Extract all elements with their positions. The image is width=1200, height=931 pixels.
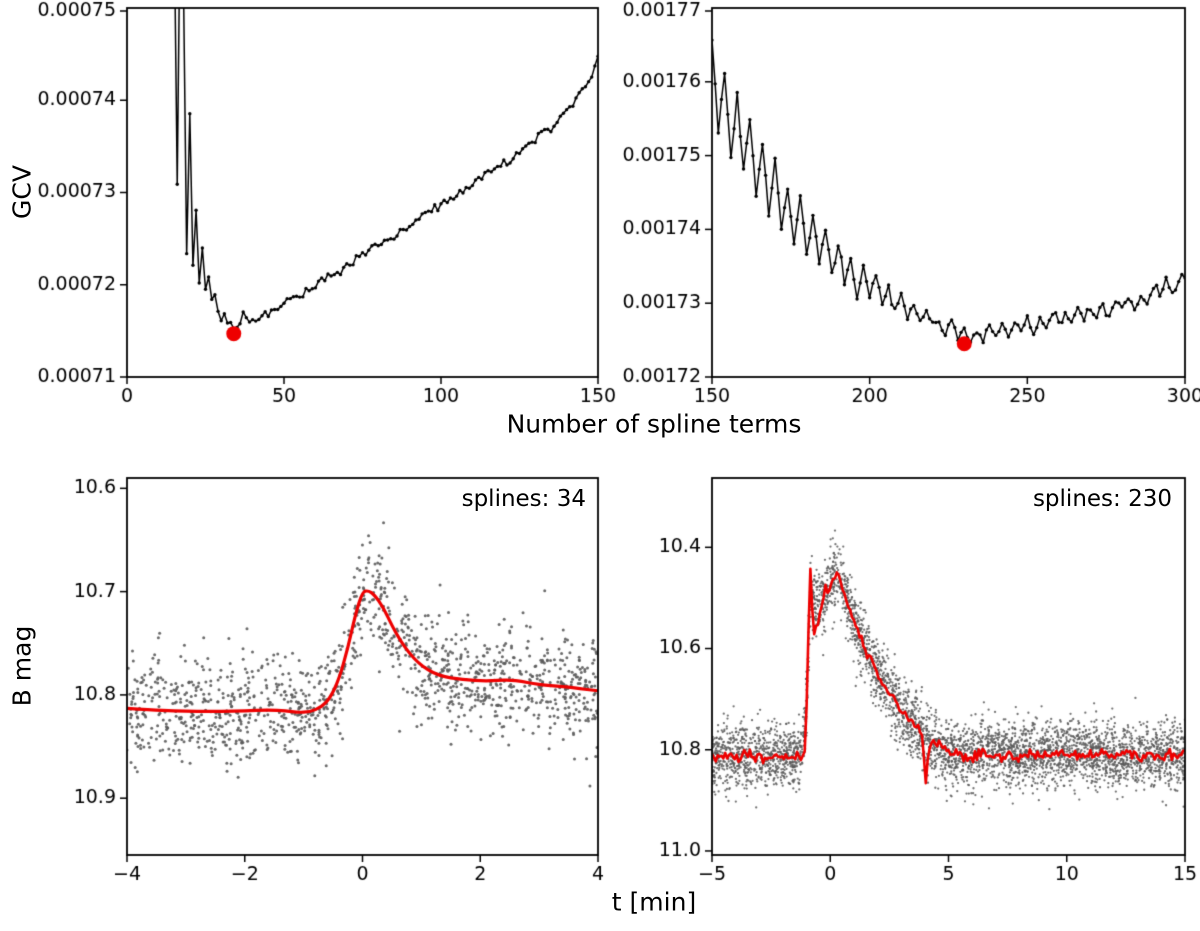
spline-count-annotation-left: splines: 34 [461, 486, 586, 512]
spline-terms-x-axis-label: Number of spline terms [506, 409, 802, 439]
bmag-y-axis-label: B mag [7, 625, 37, 707]
time-x-axis-label: t [min] [611, 887, 697, 917]
gcv-y-axis-label: GCV [7, 165, 37, 219]
spline-count-annotation-right: splines: 230 [1032, 486, 1172, 512]
